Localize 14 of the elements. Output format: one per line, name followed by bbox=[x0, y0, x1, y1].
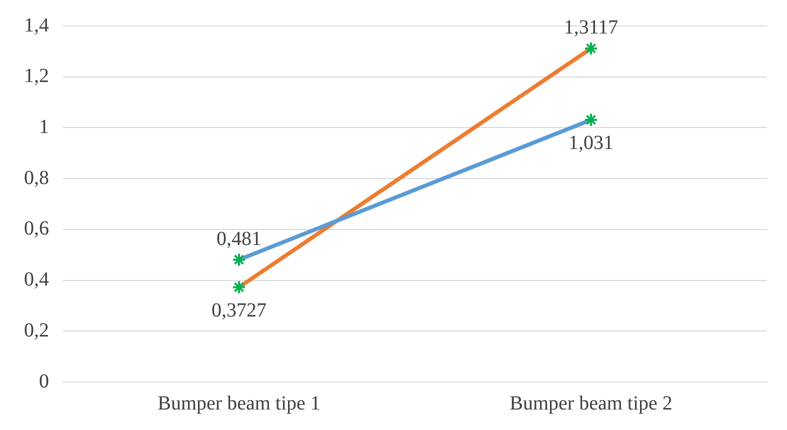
data-label: 1,031 bbox=[568, 132, 614, 154]
y-tick-label: 1,2 bbox=[24, 65, 49, 88]
y-tick-label: 1 bbox=[39, 116, 49, 138]
x-tick-label: Bumper beam tipe 1 bbox=[158, 392, 320, 414]
y-tick-label: 0,8 bbox=[24, 166, 49, 189]
y-tick-label: 0,2 bbox=[24, 319, 49, 342]
y-tick-label: 1,4 bbox=[24, 14, 49, 36]
y-tick-label: 0,4 bbox=[24, 268, 49, 291]
data-label: 0,3727 bbox=[212, 299, 266, 322]
data-label: 1,3117 bbox=[564, 16, 618, 39]
y-tick-label: 0 bbox=[39, 370, 49, 392]
data-label: 0,481 bbox=[216, 228, 262, 250]
y-tick-label: 0,6 bbox=[24, 218, 49, 240]
x-tick-label: Bumper beam tipe 2 bbox=[510, 392, 672, 414]
